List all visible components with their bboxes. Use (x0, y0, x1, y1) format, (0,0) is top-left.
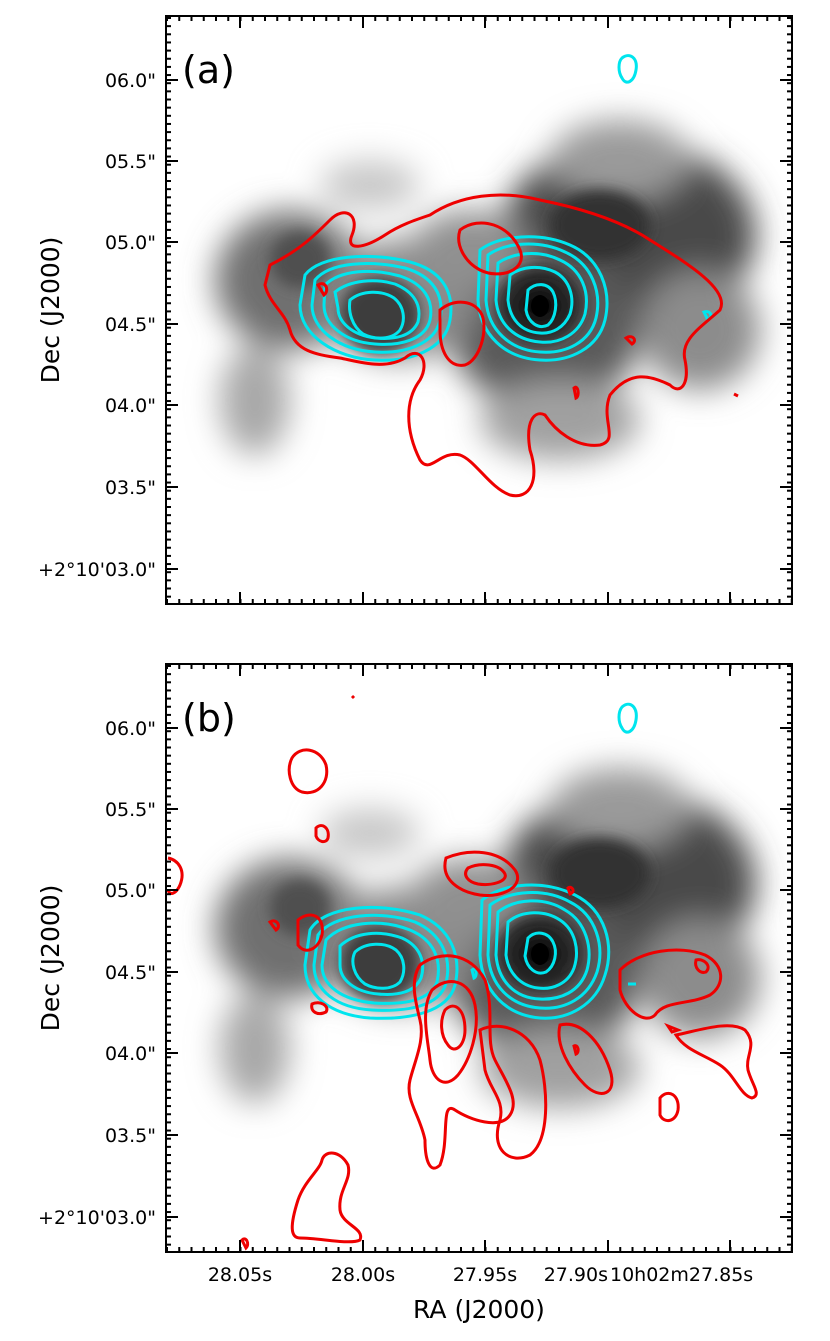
x-tick-label: 10h02m27.85s (610, 1264, 753, 1286)
y-tick-label: 05.5" (105, 151, 156, 173)
x-tick-label: 27.95s (453, 1264, 517, 1286)
y-tick-label: 03.5" (105, 477, 156, 499)
y-tick-label: +2°10'03.0" (38, 559, 156, 581)
panel-b: 06.0" 05.5" 05.0" 04.5" 04.0" 03.5" +2°1… (36, 663, 793, 1324)
y-tick-label: 04.0" (105, 395, 156, 417)
y-ticks (166, 665, 792, 1246)
cyan-contours (303, 702, 638, 1020)
y-axis-label: Dec (J2000) (36, 885, 65, 1032)
y-tick-label: 04.5" (105, 314, 156, 336)
red-contours (166, 694, 758, 1251)
x-tick-label: 27.90s (544, 1264, 608, 1286)
y-tick-label: 04.0" (105, 1043, 156, 1065)
y-tick-label: 05.0" (105, 880, 156, 902)
x-axis-label: RA (J2000) (413, 1295, 545, 1324)
panel-label: (b) (182, 696, 236, 740)
y-tick-label: 05.0" (105, 232, 156, 254)
x-ticks (166, 16, 793, 604)
y-tick-label: 03.5" (105, 1125, 156, 1147)
x-tick-label: 28.00s (331, 1264, 395, 1286)
y-tick-label: 06.0" (105, 70, 156, 92)
panel-a: 06.0" 05.5" 05.0" 04.5" 04.0" 03.5" +2°1… (36, 15, 793, 605)
y-axis-label: Dec (J2000) (36, 237, 65, 384)
panel-label: (a) (182, 48, 235, 92)
y-tick-label: +2°10'03.0" (38, 1207, 156, 1229)
red-contours (263, 193, 739, 498)
y-tick-label: 05.5" (105, 799, 156, 821)
y-ticks (166, 17, 792, 598)
y-tick-label: 06.0" (105, 718, 156, 740)
y-tick-label: 04.5" (105, 962, 156, 984)
x-tick-label: 28.05s (208, 1264, 272, 1286)
